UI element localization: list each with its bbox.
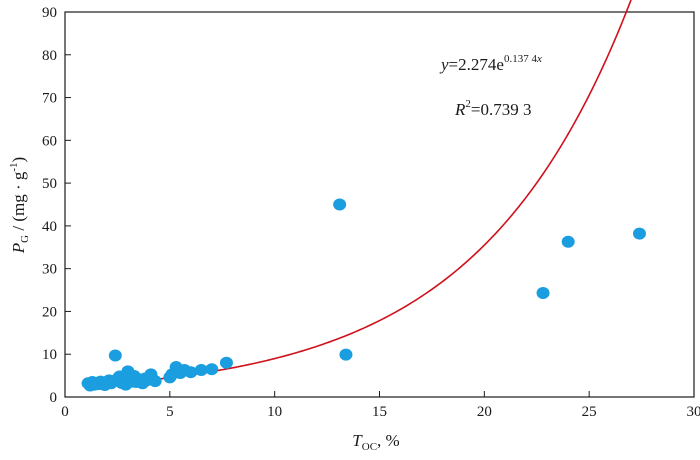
y-axis-title: PG / (mg · g-1) xyxy=(8,157,31,254)
fit-equation: y=2.274e0.137 4x xyxy=(439,53,542,74)
r2-label: R xyxy=(454,100,466,119)
x-title-sub: OC xyxy=(362,441,377,453)
y-tick-label: 50 xyxy=(42,176,57,192)
data-point xyxy=(561,235,575,248)
y-tick-label: 40 xyxy=(42,219,57,235)
x-title-main: T xyxy=(352,431,363,450)
r-squared: R2=0.739 3 xyxy=(454,98,531,119)
plot-frame xyxy=(64,11,695,398)
equation-exponent: 0.137 4 xyxy=(504,53,538,65)
axes: 0 5 10 15 20 25 30 0 10 20 30 40 50 60 70 80 90 xyxy=(42,5,700,420)
y-title-sup: -1 xyxy=(8,162,20,171)
y-tick-label: 60 xyxy=(42,133,57,149)
y-tick-label: 80 xyxy=(42,48,57,64)
equation-exponent-var: x xyxy=(536,53,542,65)
data-point xyxy=(194,364,208,377)
x-tick-label: 0 xyxy=(61,404,69,420)
y-tick-label: 30 xyxy=(42,262,57,278)
y-title-sub: G xyxy=(19,235,31,243)
data-point xyxy=(632,227,646,240)
data-point xyxy=(108,349,122,362)
data-point xyxy=(339,348,353,361)
fit-curve xyxy=(85,0,632,387)
x-tick-label: 15 xyxy=(372,404,387,420)
x-tick-label: 10 xyxy=(267,404,282,420)
y-title-close: ) xyxy=(9,157,28,163)
data-points xyxy=(81,198,646,392)
data-point xyxy=(219,356,233,369)
y-tick-label: 90 xyxy=(42,5,57,21)
equation-mid: =2.274e xyxy=(449,55,504,74)
x-tick-label: 30 xyxy=(687,404,700,420)
data-point xyxy=(536,287,550,300)
data-point xyxy=(205,363,219,376)
y-tick-label: 20 xyxy=(42,304,57,320)
y-title-main: P xyxy=(9,243,28,254)
data-point xyxy=(148,375,162,388)
r2-sup: 2 xyxy=(465,98,471,110)
x-tick-label: 20 xyxy=(477,404,492,420)
r2-value: =0.739 3 xyxy=(471,100,532,119)
equation-lhs: y xyxy=(439,55,449,74)
y-tick-label: 70 xyxy=(42,91,57,107)
y-tick-label: 10 xyxy=(42,347,57,363)
x-tick-label: 25 xyxy=(582,404,597,420)
y-tick-label: 0 xyxy=(50,390,58,406)
x-axis-title: TOC, % xyxy=(352,431,399,453)
x-tick-label: 5 xyxy=(166,404,174,420)
data-point xyxy=(333,198,347,211)
x-title-suffix: , % xyxy=(377,431,400,450)
data-point xyxy=(184,366,198,379)
y-title-suffix: / (mg · g xyxy=(9,171,28,235)
fit-curve-layer xyxy=(85,0,632,387)
